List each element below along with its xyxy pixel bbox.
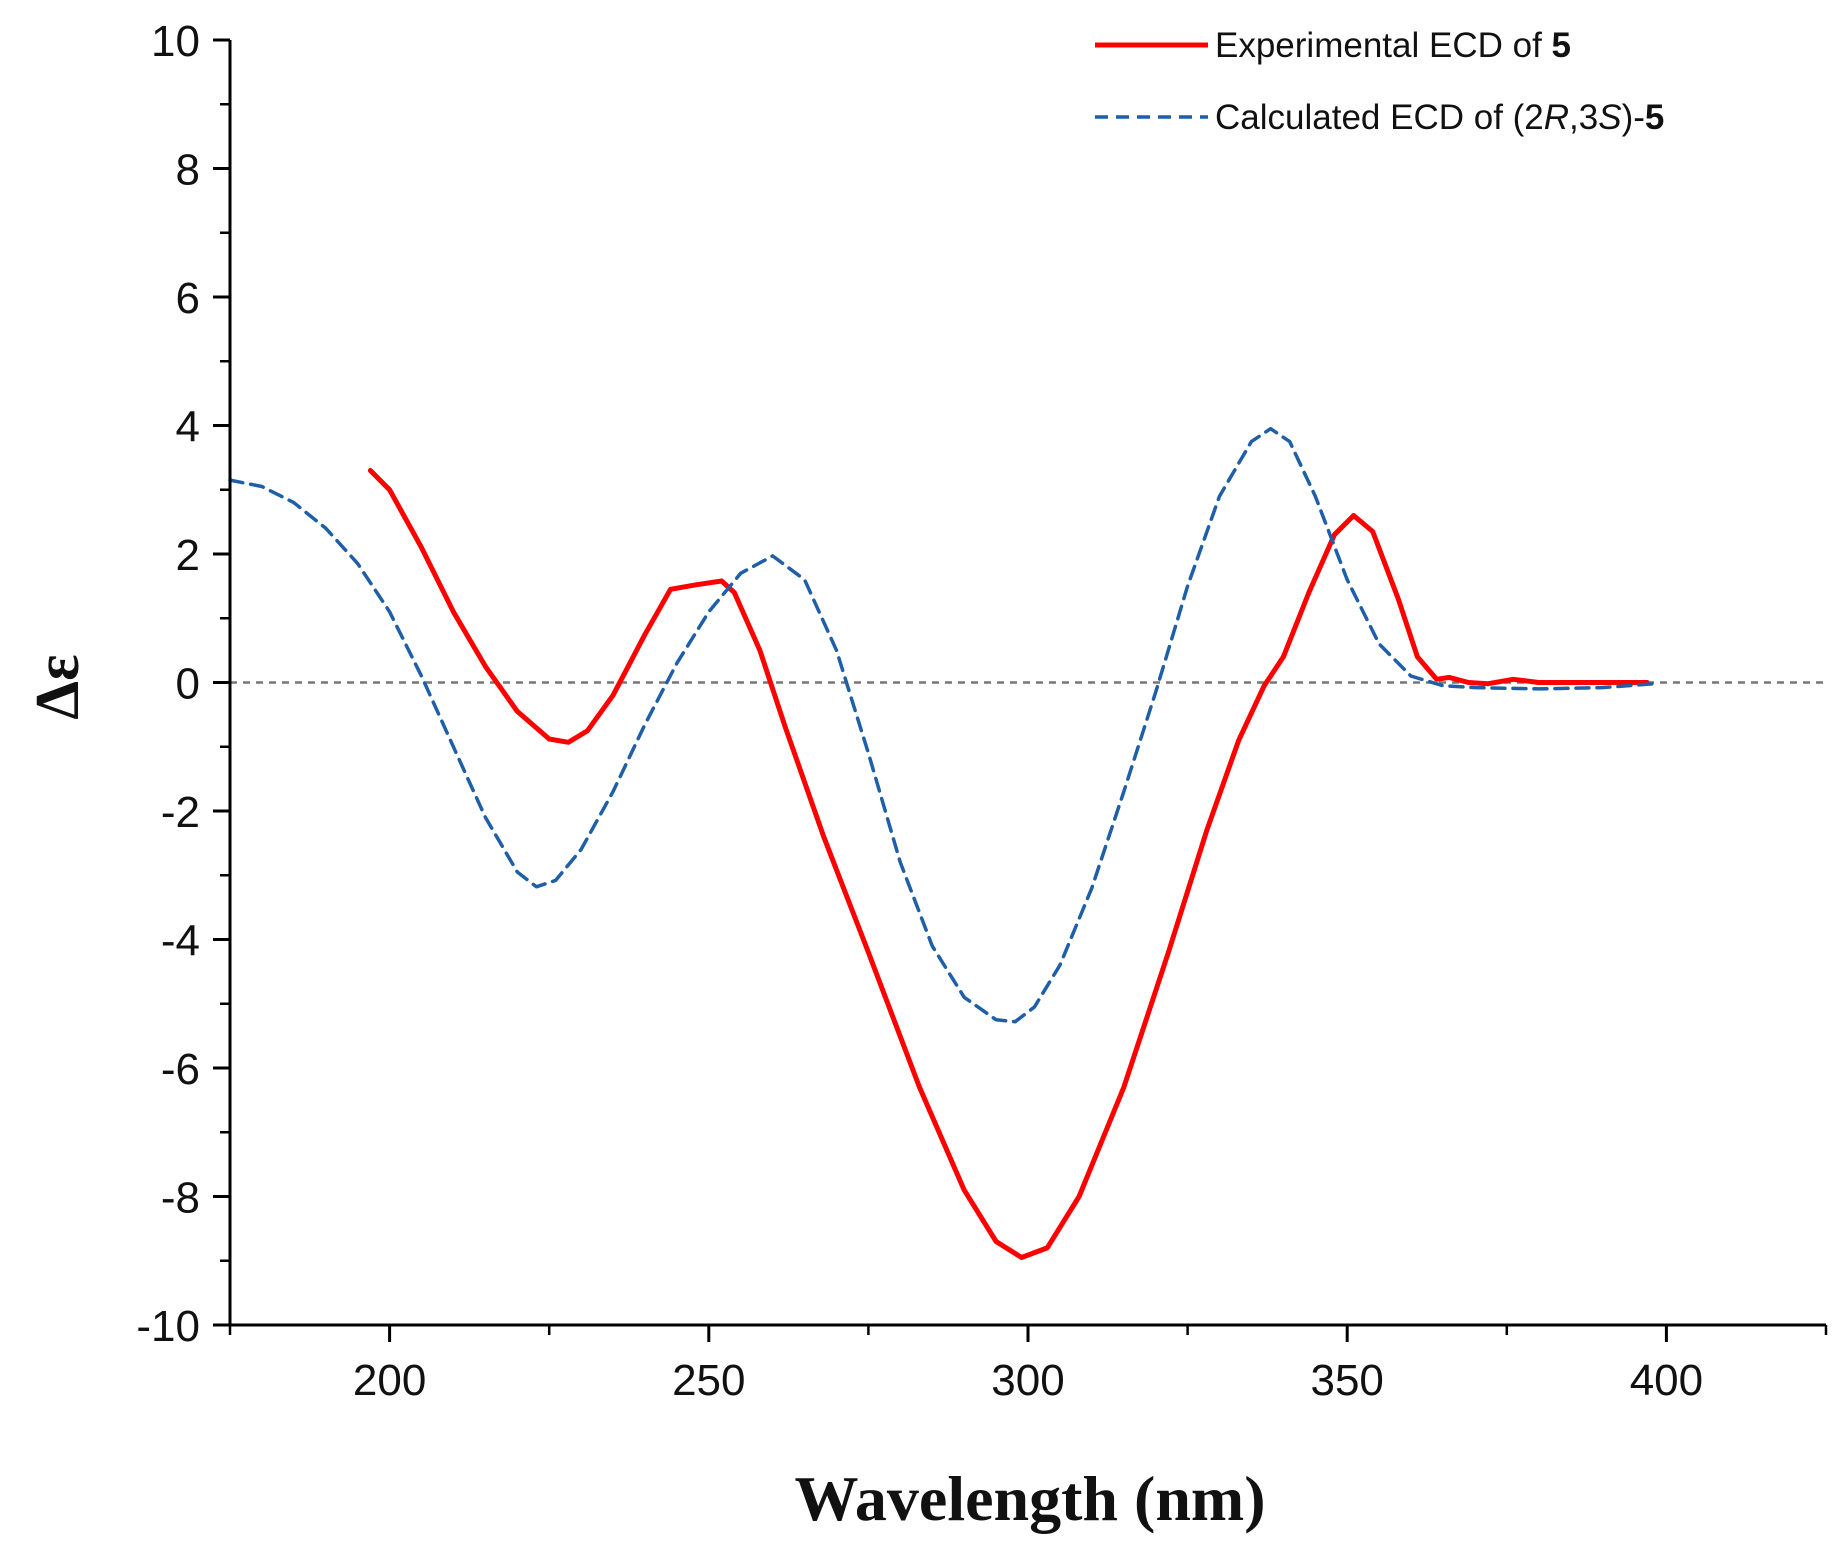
x-axis-title: Wavelength (nm) (794, 1463, 1265, 1534)
series-layer (228, 426, 1656, 1260)
axes-layer: -10 -8 -6 -4 -2 0 2 4 6 8 10 200 250 300 350 400 (136, 17, 1828, 1405)
y-tick-label: 10 (151, 17, 200, 66)
y-tick-label: 0 (176, 660, 200, 709)
y-tick-label: -10 (136, 1302, 200, 1351)
x-tick-label: 400 (1630, 1356, 1703, 1405)
y-tick-label: 8 (176, 146, 200, 195)
y-tick-label: -2 (161, 788, 200, 837)
legend-label-experimental: Experimental ECD of 5 (1215, 26, 1571, 65)
y-tick-label: -8 (161, 1174, 200, 1223)
y-tick-label: 2 (176, 531, 200, 580)
series-line-experimental (367, 468, 1650, 1260)
y-tick-label: 4 (176, 403, 200, 452)
y-axis-title: Δε (24, 654, 92, 719)
x-tick-label: 250 (672, 1356, 745, 1405)
legend-label-calculated: Calculated ECD of (2R,3S)-5 (1215, 98, 1664, 137)
y-tick-label: 6 (176, 274, 200, 323)
x-tick-label: 200 (353, 1356, 426, 1405)
y-tick-label: -4 (161, 917, 200, 966)
series-line-calculated (228, 426, 1656, 1024)
x-tick-label: 300 (991, 1356, 1064, 1405)
legend: Experimental ECD of 5 Calculated ECD of (… (1095, 26, 1664, 137)
x-tick-label: 350 (1310, 1356, 1383, 1405)
y-tick-label: -6 (161, 1045, 200, 1094)
